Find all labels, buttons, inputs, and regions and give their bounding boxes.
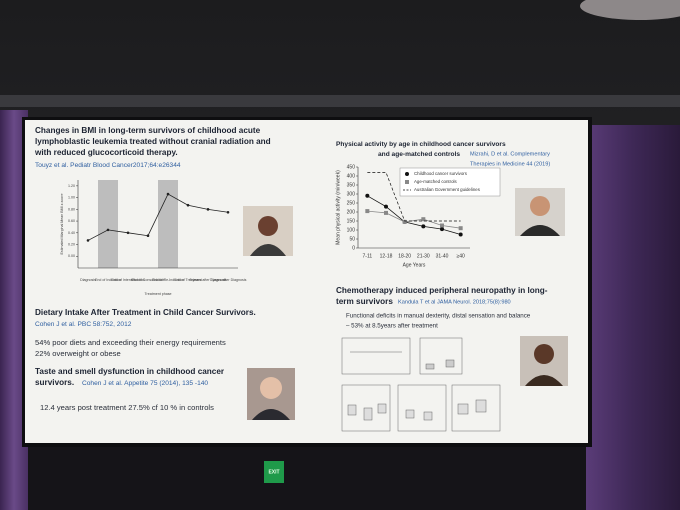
series-line [367, 210, 461, 229]
point [402, 219, 407, 224]
y-tick-label: 250 [347, 200, 356, 206]
y-tick-label: 400 [347, 173, 356, 179]
legend-key [405, 180, 409, 184]
point [458, 226, 463, 231]
citation: Touyz et al. Pediatr Blood Cancer2017;64… [35, 162, 181, 169]
light [580, 0, 680, 20]
x-tick-label: End of Induction [95, 278, 121, 282]
section-title: term survivors [336, 297, 393, 306]
y-tick-label: 50 [349, 236, 355, 242]
y-tick-label: 0.60 [68, 219, 75, 223]
portrait [243, 206, 293, 256]
point [421, 217, 426, 222]
citation: Therapies in Medicine 44 (2019) [470, 161, 550, 167]
y-tick-label: 450 [347, 164, 356, 170]
finding: Functional deficits in manual dexterity,… [346, 313, 531, 320]
legend-label: Australian Government guidelines [414, 187, 481, 192]
y-tick-label: 1.20 [68, 184, 75, 188]
x-tick-label: 18-20 [398, 253, 411, 259]
mini-plots [341, 337, 501, 432]
citation: Cohen J et al. PBC 58:752, 2012 [35, 321, 132, 328]
section-title: Chemotherapy induced peripheral neuropat… [336, 286, 548, 295]
x-tick-label: End of Intensification [111, 278, 144, 282]
x-tick-label: 5 years after Diagnosis [190, 278, 227, 282]
series-line [367, 195, 461, 235]
portrait [515, 188, 565, 236]
phase-band [158, 180, 178, 268]
point [440, 223, 444, 228]
y-tick-label: 1.00 [68, 196, 75, 200]
series-line [367, 172, 461, 222]
stage [28, 445, 586, 510]
x-axis-label: Age Years [403, 262, 426, 268]
point [421, 224, 426, 229]
y-tick-label: 0.80 [68, 207, 75, 211]
y-tick-label: 0.00 [68, 254, 75, 258]
chart-title: and age-matched controls [378, 151, 460, 158]
portrait [247, 368, 295, 420]
finding: 54% poor diets and exceeding their energ… [35, 338, 226, 347]
legend-key [405, 172, 409, 176]
y-axis-label: Estimated Marginal Mean BMI z-score [60, 194, 64, 255]
exit-label: EXIT [268, 469, 279, 475]
x-tick-label: End of Treatment [174, 278, 202, 282]
point [166, 192, 170, 196]
x-tick-label: 31-40 [436, 253, 449, 259]
bmi-title: with reduced glucocorticoid therapy. [34, 148, 178, 157]
point [106, 228, 110, 232]
y-tick-label: 0.40 [68, 231, 75, 235]
bmi-title: lymphoblastic leukemia treated without c… [35, 137, 271, 146]
point [186, 203, 190, 207]
x-tick-label: ≥40 [457, 253, 466, 259]
point [86, 239, 90, 242]
x-tick-label: 7 years after Diagnosis [210, 278, 247, 282]
y-tick-label: 0.20 [68, 242, 75, 246]
phase-band [98, 180, 118, 268]
finding: 22% overweight or obese [35, 349, 121, 358]
point [384, 210, 388, 215]
legend-box [399, 167, 501, 197]
portrait [520, 336, 568, 386]
finding: – 53% at 8.5years after treatment [346, 323, 438, 330]
point [365, 209, 370, 214]
y-tick-label: 300 [347, 191, 356, 197]
x-tick-label: 21-30 [417, 253, 430, 259]
series-line [87, 193, 229, 241]
finding: 12.4 years post treatment 27.5% cf 10 % … [40, 403, 214, 412]
point [126, 231, 130, 235]
x-tick-label: End of Re-Induction [152, 278, 184, 282]
chart-title: Physical activity by age in childhood ca… [336, 141, 506, 148]
point [146, 234, 150, 238]
curtain-right [586, 125, 680, 510]
point [206, 208, 210, 211]
y-tick-label: 200 [347, 209, 356, 215]
y-axis-label: Mean physical activity (min/week) [335, 170, 341, 245]
section-title: Dietary Intake After Treatment in Child … [35, 308, 256, 317]
section-title: Taste and smell dysfunction in childhood… [35, 367, 225, 376]
x-tick-label: 7-11 [363, 253, 373, 259]
x-axis-label: Treatment phase [144, 292, 171, 296]
y-tick-label: 350 [347, 182, 356, 188]
beam [0, 95, 680, 107]
y-tick-label: 0 [352, 245, 355, 251]
x-tick-label: 12-18 [380, 253, 393, 259]
point [226, 210, 230, 214]
point [458, 232, 463, 237]
legend-label: Age-matched controls [414, 179, 458, 184]
y-tick-label: 100 [347, 227, 356, 233]
citation: Mizrahi, D et al. Complementary [470, 151, 550, 157]
bmi-title: Changes in BMI in long-term survivors of… [35, 126, 261, 135]
y-tick-label: 150 [347, 218, 356, 224]
citation: Kandula T et al JAMA Neurol. 2018;75(8):… [398, 299, 511, 305]
legend-label: Childhood cancer survivors [414, 171, 468, 176]
exit-sign [264, 461, 284, 483]
section-title: survivors. [35, 378, 74, 387]
citation: Cohen J et al. Appetite 75 (2014), 135 -… [82, 380, 208, 387]
point [440, 227, 444, 232]
x-tick-label: End of Consolidation [131, 278, 164, 282]
point [365, 193, 370, 198]
x-tick-label: Diagnosis [80, 278, 96, 282]
point [384, 204, 388, 209]
